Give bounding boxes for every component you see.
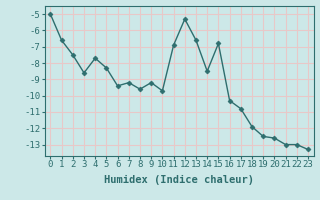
X-axis label: Humidex (Indice chaleur): Humidex (Indice chaleur)	[104, 175, 254, 185]
